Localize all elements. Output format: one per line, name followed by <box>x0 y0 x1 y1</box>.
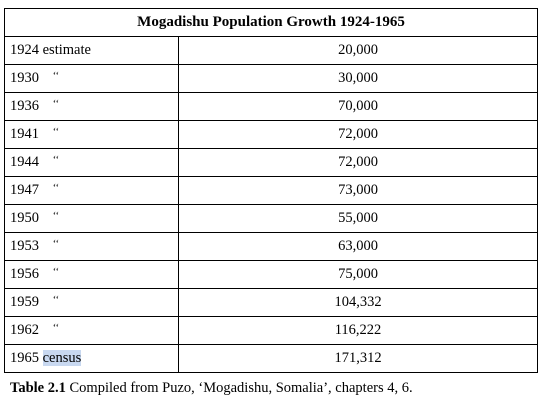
ditto-mark: ‘‘ <box>52 154 60 166</box>
value-cell: 72,000 <box>178 148 538 177</box>
year: 1959 <box>10 294 39 310</box>
value-cell: 104,332 <box>178 288 538 317</box>
year-cell: 1941 ‘‘ <box>4 120 179 149</box>
table-row: 1947 ‘‘ 73,000 <box>4 176 538 205</box>
year-cell: 1950 ‘‘ <box>4 204 179 233</box>
value-cell: 70,000 <box>178 92 538 121</box>
ditto-mark: ‘‘ <box>52 322 60 334</box>
year-cell: 1936 ‘‘ <box>4 92 179 121</box>
value-cell: 73,000 <box>178 176 538 205</box>
table-row: 1959 ‘‘ 104,332 <box>4 288 538 317</box>
table-row: 1941 ‘‘ 72,000 <box>4 120 538 149</box>
ditto-mark: ‘‘ <box>52 294 60 306</box>
table-row: 1944 ‘‘ 72,000 <box>4 148 538 177</box>
value-cell: 20,000 <box>178 36 538 65</box>
year: 1947 <box>10 182 39 198</box>
table-row: 1965 census 171,312 <box>4 344 538 373</box>
ditto-mark: ‘‘ <box>52 238 60 250</box>
year-cell: 1944 ‘‘ <box>4 148 179 177</box>
header-row: Mogadishu Population Growth 1924-1965 <box>4 8 538 37</box>
year: 1941 <box>10 126 39 142</box>
year-cell: 1959 ‘‘ <box>4 288 179 317</box>
year: 1950 <box>10 210 39 226</box>
note: census <box>42 350 82 366</box>
year: 1962 <box>10 322 39 338</box>
table-row: 1956 ‘‘ 75,000 <box>4 260 538 289</box>
table-row: 1953 ‘‘ 63,000 <box>4 232 538 261</box>
value-cell: 30,000 <box>178 64 538 93</box>
year-cell: 1924 estimate <box>4 36 179 65</box>
table-body: 1924 estimate 20,000 1930 ‘‘ 30,000 1936 ‘‘ 7… <box>4 36 538 373</box>
ditto-mark: ‘‘ <box>52 126 60 138</box>
value-cell: 63,000 <box>178 232 538 261</box>
year: 1956 <box>10 266 39 282</box>
table-row: 1962 ‘‘ 116,222 <box>4 316 538 345</box>
table-row: 1924 estimate 20,000 <box>4 36 538 65</box>
ditto-mark: ‘‘ <box>52 182 60 194</box>
table-head: Mogadishu Population Growth 1924-1965 <box>4 8 538 37</box>
year-cell: 1947 ‘‘ <box>4 176 179 205</box>
ditto-mark: ‘‘ <box>52 266 60 278</box>
value-cell: 116,222 <box>178 316 538 345</box>
year-cell: 1965 census <box>4 344 179 373</box>
table-row: 1930 ‘‘ 30,000 <box>4 64 538 93</box>
value-cell: 171,312 <box>178 344 538 373</box>
year-cell: 1956 ‘‘ <box>4 260 179 289</box>
year: 1936 <box>10 98 39 114</box>
caption: Table 2.1 Compiled from Puzo, ‘Mogadishu… <box>10 380 413 397</box>
table-row: 1936 ‘‘ 70,000 <box>4 92 538 121</box>
year: 1930 <box>10 70 39 86</box>
year-cell: 1962 ‘‘ <box>4 316 179 345</box>
ditto-mark: ‘‘ <box>52 210 60 222</box>
caption-text: Compiled from Puzo, ‘Mogadishu, Somalia’… <box>69 380 413 396</box>
year: 1944 <box>10 154 39 170</box>
table-title: Mogadishu Population Growth 1924-1965 <box>4 8 538 37</box>
value-cell: 55,000 <box>178 204 538 233</box>
year: 1924 <box>10 42 39 58</box>
year: 1953 <box>10 238 39 254</box>
ditto-mark: ‘‘ <box>52 98 60 110</box>
year-cell: 1930 ‘‘ <box>4 64 179 93</box>
ditto-mark: ‘‘ <box>52 70 60 82</box>
value-cell: 75,000 <box>178 260 538 289</box>
population-table: Mogadishu Population Growth 1924-1965 19… <box>4 8 538 373</box>
table-row: 1950 ‘‘ 55,000 <box>4 204 538 233</box>
caption-label: Table 2.1 <box>10 380 66 396</box>
note: estimate <box>42 42 91 58</box>
year: 1965 <box>10 350 39 366</box>
value-cell: 72,000 <box>178 120 538 149</box>
year-cell: 1953 ‘‘ <box>4 232 179 261</box>
